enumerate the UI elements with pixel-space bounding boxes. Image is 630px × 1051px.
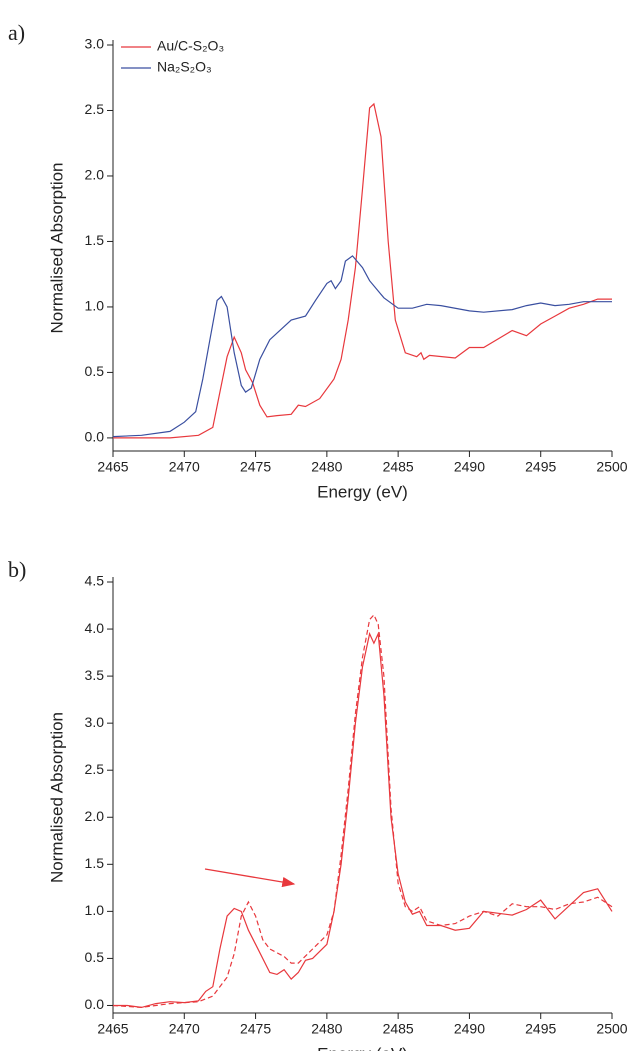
y-tick-label: 0.0 [85,429,105,445]
series-line [112,613,613,1009]
x-tick-label: 2465 [97,1021,128,1037]
y-tick-label: 4.5 [85,573,105,589]
y-tick-label: 3.0 [85,714,105,730]
x-tick-label: 2470 [169,1021,200,1037]
y-tick-label: 2.5 [85,761,105,777]
legend-label: Na₂S₂O₃ [157,59,212,75]
y-tick-label: 0.5 [85,949,105,965]
series-line [113,631,613,1009]
x-tick-label: 2500 [596,459,627,475]
x-tick-label: 2475 [240,459,271,475]
y-tick-label: 0.5 [85,363,105,379]
panel-label: b) [8,557,26,582]
x-tick-label: 2475 [240,1021,271,1037]
x-tick-label: 2480 [311,459,342,475]
x-tick-label: 2485 [383,1021,414,1037]
x-tick-label: 2490 [454,1021,485,1037]
y-tick-label: 1.5 [85,855,105,871]
y-axis-label: Normalised Absorption [47,712,66,883]
y-tick-label: 2.0 [85,167,105,183]
x-tick-label: 2495 [525,459,556,475]
legend-label: Au/C-S₂O₃ [157,38,224,54]
x-tick-label: 2500 [596,1021,627,1037]
y-tick-label: 0.0 [85,996,105,1012]
y-tick-label: 1.0 [85,902,105,918]
series-line [113,102,612,439]
y-tick-label: 2.0 [85,808,105,824]
y-tick-label: 1.5 [85,232,105,248]
y-axis-label: Normalised Absorption [47,162,66,333]
x-tick-label: 2485 [383,459,414,475]
x-tick-label: 2480 [311,1021,342,1037]
x-axis-label: Energy (eV) [317,482,408,501]
y-tick-label: 3.5 [85,667,105,683]
x-tick-label: 2490 [454,459,485,475]
x-tick-label: 2465 [97,459,128,475]
shift-arrow [204,868,296,888]
y-tick-label: 3.0 [85,36,105,52]
panel-label: a) [8,20,25,45]
y-tick-label: 1.0 [85,298,105,314]
x-axis-label: Energy (eV) [317,1044,408,1051]
x-tick-label: 2470 [169,459,200,475]
y-tick-label: 2.5 [85,101,105,117]
y-tick-label: 4.0 [85,620,105,636]
x-tick-label: 2495 [525,1021,556,1037]
series-line [112,255,612,438]
